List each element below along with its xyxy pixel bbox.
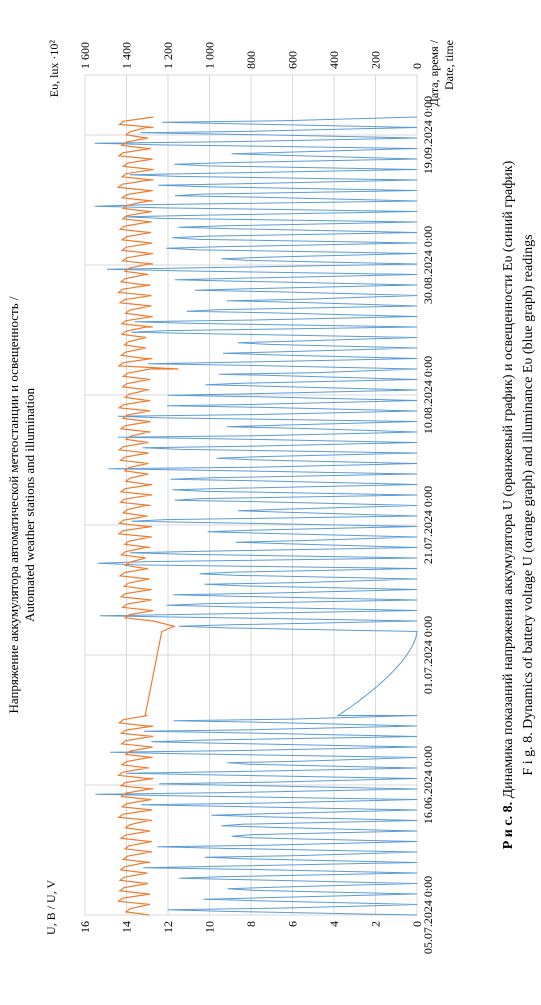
plot-area: [84, 74, 418, 916]
caption-ru-prefix: Р и с. 8.: [501, 802, 516, 849]
x-tick-label: 16.06.2024 0:00: [421, 746, 435, 824]
chart-title-line1: Напряжение аккумулятора автоматической м…: [6, 296, 21, 713]
caption-en-text: Dynamics of battery voltage U (orange gr…: [521, 234, 536, 732]
y-right-tick-label: 1 000: [203, 42, 217, 69]
y-right-tick-label: 600: [286, 51, 300, 69]
voltage-line: [116, 116, 179, 916]
y-right-ticks: 0 200 400 600 800 1 000 1 200 1 400 1 600: [78, 42, 424, 69]
y-left-tick-label: 0: [410, 921, 424, 927]
caption-ru-text: Динамика показаний напряжения аккумулято…: [501, 160, 516, 802]
x-tick-label: 30.08.2024 0:00: [421, 226, 435, 304]
x-axis-label-line1: Дата, время /: [427, 39, 441, 106]
x-tick-label: 05.07.2024 0:00: [421, 876, 435, 954]
caption-ru: Р и с. 8. Динамика показаний напряжения …: [501, 160, 516, 849]
x-tick-label: 10.08.2024 0:00: [421, 356, 435, 434]
x-tick-label: 19.09.2024 0:00: [421, 96, 435, 174]
y-right-tick-label: 1 400: [120, 42, 134, 69]
y-left-tick-label: 6: [286, 921, 300, 927]
y-right-tick-label: 400: [327, 51, 341, 69]
y-right-tick-label: 200: [369, 51, 383, 69]
caption-en-prefix: F i g. 8.: [521, 732, 536, 775]
x-tick-label: 01.07.2024 0:00: [421, 616, 435, 694]
caption-en: F i g. 8. Dynamics of battery voltage U …: [521, 234, 536, 775]
voltage-series: [116, 116, 179, 916]
y-left-ticks: 0 2 4 6 8 10 12 14 16: [78, 921, 424, 933]
y-left-axis-label: U, В / U, V: [44, 880, 58, 935]
x-axis-label-line2: Date, time: [442, 40, 456, 90]
chart-title-line2: Automated weather stations and illuminat…: [22, 388, 37, 622]
x-ticks: 05.07.2024 0:00 16.06.2024 0:00 01.07.2024…: [421, 96, 435, 954]
y-left-tick-label: 10: [203, 921, 217, 933]
y-left-tick-label: 8: [244, 921, 258, 927]
y-right-tick-label: 1 600: [78, 42, 92, 69]
x-tick-label: 21.07.2024 0:00: [421, 486, 435, 564]
y-left-tick-label: 4: [327, 921, 341, 927]
caption: Р и с. 8. Динамика показаний напряжения …: [501, 160, 536, 849]
y-right-tick-label: 800: [244, 51, 258, 69]
illuminance-line: [94, 116, 418, 916]
y-left-tick-label: 16: [78, 921, 92, 933]
y-right-axis-label: Eυ, lux ·10²: [47, 40, 61, 98]
y-right-tick-label: 0: [410, 63, 424, 69]
gridlines: [84, 75, 418, 916]
y-left-tick-label: 14: [120, 921, 134, 933]
y-left-tick-label: 2: [369, 921, 383, 927]
y-left-tick-label: 12: [161, 921, 175, 933]
illuminance-series: [94, 116, 418, 916]
y-right-tick-label: 1 200: [161, 42, 175, 69]
